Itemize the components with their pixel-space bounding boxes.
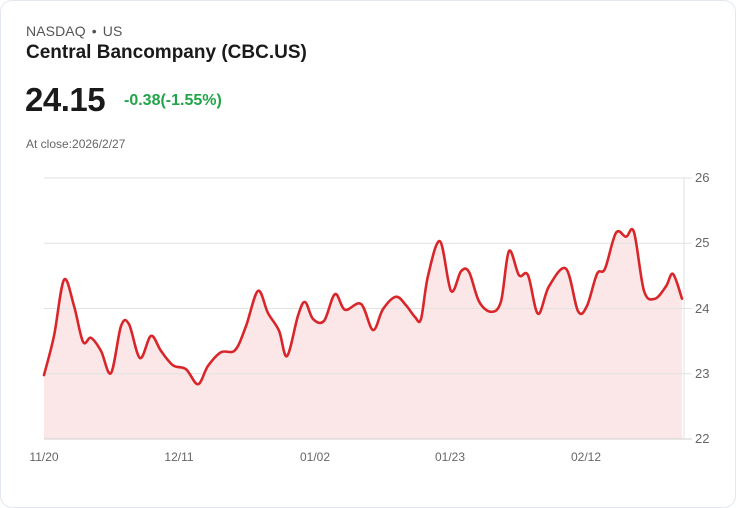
x-tick-label: 01/02 (299, 450, 331, 464)
exchange-name: NASDAQ (26, 23, 86, 39)
y-tick-label: 24 (695, 300, 710, 316)
y-tick-label: 25 (695, 235, 710, 251)
y-tick-label: 26 (695, 170, 710, 185)
price-line (42, 227, 684, 386)
chart-canvas[interactable] (1, 161, 736, 481)
close-date: At close:2026/2/27 (26, 137, 126, 151)
price-change: -0.38(-1.55%) (124, 92, 222, 109)
current-price: 24.15 (25, 81, 106, 118)
exchange-line: NASDAQ • US (26, 23, 122, 39)
y-tick-label: 22 (695, 431, 710, 446)
x-tick-label: 01/23 (434, 450, 466, 464)
x-tick-label: 12/11 (164, 450, 194, 464)
separator-dot: • (91, 23, 97, 39)
stock-title: Central Bancompany (CBC.US) (26, 42, 307, 63)
y-tick-label: 23 (695, 365, 710, 381)
price-chart[interactable]: 26 25 24 23 22 11/20 12/11 01/02 01/23 02/12 (1, 161, 736, 481)
price-area-fill (44, 229, 682, 439)
region: US (102, 23, 123, 39)
x-tick-label: 02/12 (570, 450, 602, 464)
x-tick-label: 11/20 (29, 450, 59, 464)
